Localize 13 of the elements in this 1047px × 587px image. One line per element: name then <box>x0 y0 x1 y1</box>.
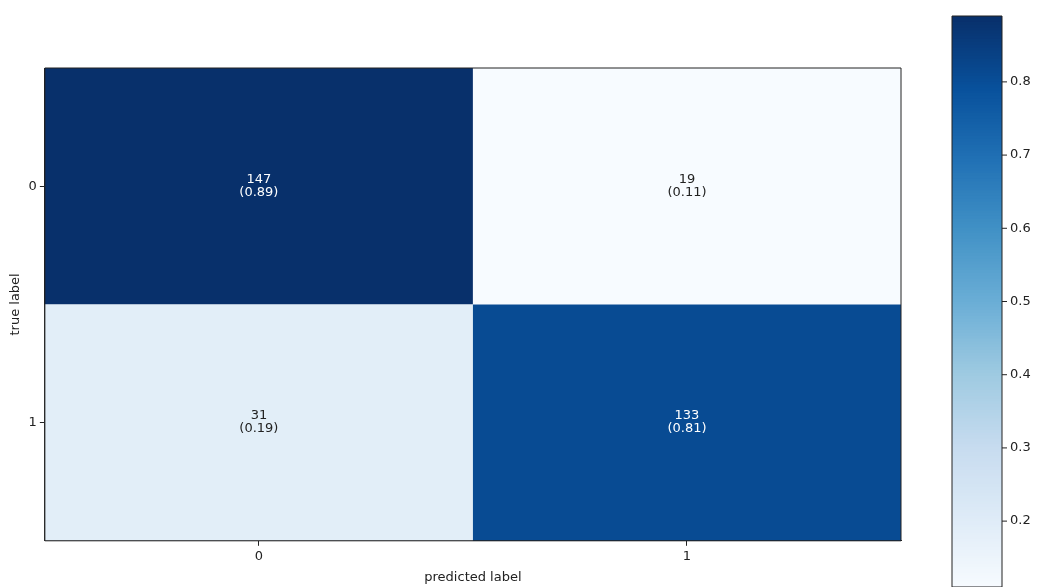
color-bar-label: 0.8 <box>1010 73 1031 89</box>
y-axis-title: true label <box>7 273 23 336</box>
color-bar-label: 0.5 <box>1010 292 1031 308</box>
color-bar-label: 0.2 <box>1010 512 1031 528</box>
color-bar-label: 0.4 <box>1010 366 1031 382</box>
color-bar-label: 0.6 <box>1010 219 1031 235</box>
data-label: 19 (0.11) <box>667 171 707 200</box>
data-label: 133 (0.81) <box>667 407 707 436</box>
x-axis-title: predicted label <box>424 568 522 584</box>
color-bar-label: 0.3 <box>1010 439 1031 455</box>
data-label: 147 (0.89) <box>239 171 279 200</box>
data-label: 31 (0.19) <box>239 407 279 436</box>
color-bar-label: 0.7 <box>1010 146 1031 162</box>
